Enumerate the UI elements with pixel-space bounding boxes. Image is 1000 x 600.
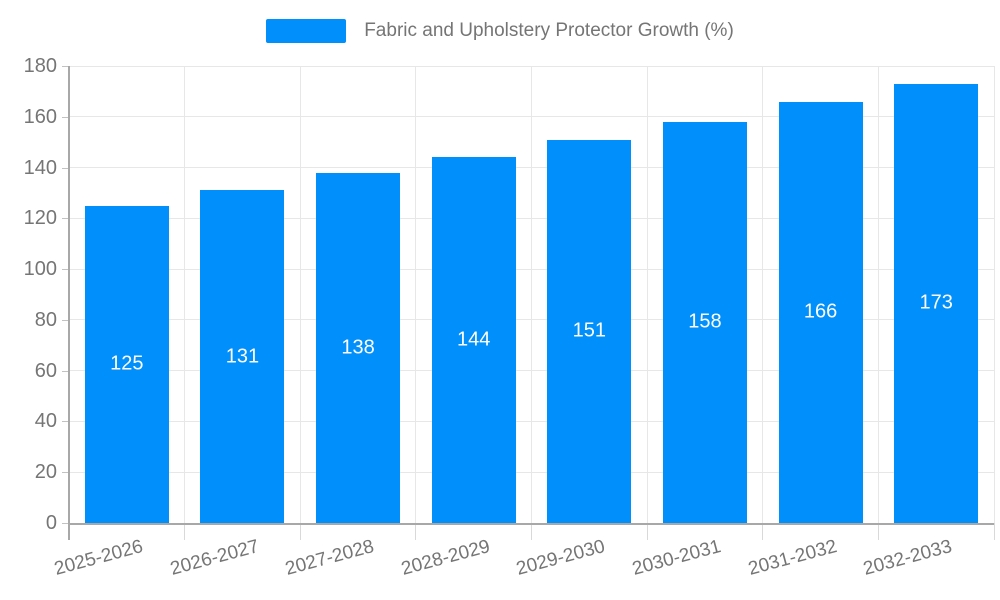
y-axis-line [68,66,70,540]
x-axis-label: 2031-2032 [745,536,839,580]
y-axis-label: 60 [34,359,57,382]
y-axis-tick [62,116,69,118]
bar-value-label: 151 [572,319,606,342]
bar-value-label: 158 [688,310,722,333]
x-axis-label: 2028-2029 [398,536,493,580]
bar-2028-2029[interactable] [431,157,516,523]
bar-value-label: 173 [919,291,953,314]
x-axis-tick [415,523,417,540]
x-axis-tick [877,523,879,540]
x-axis-label: 2026-2027 [167,536,261,580]
x-axis-tick [531,523,532,540]
bar-2025-2026[interactable] [84,205,169,523]
bar-2031-2032[interactable] [778,101,863,523]
y-axis-tick [62,269,69,271]
bar-value-label: 131 [225,345,260,368]
x-axis-tick [184,523,186,540]
x-axis-tick [299,523,301,540]
v-gridline [993,66,995,523]
v-gridline [415,66,417,523]
y-axis-tick [62,370,69,372]
y-axis-label: 100 [23,258,57,281]
bar-value-label: 125 [110,352,144,375]
y-axis-label: 80 [34,308,57,331]
bar-2032-2033[interactable] [894,83,979,523]
y-axis-label: 0 [45,512,57,534]
legend-swatch [266,19,347,43]
bar-2029-2030[interactable] [547,139,632,523]
y-axis-label: 120 [23,207,57,230]
bar-value-label: 144 [457,328,491,351]
v-gridline [184,66,186,523]
y-axis-tick [62,523,69,524]
x-axis-line [69,523,994,525]
bar-2027-2028[interactable] [316,172,401,523]
y-axis-tick [62,472,69,474]
bar-value-label: 138 [341,336,375,359]
y-axis-tick [62,421,69,423]
y-axis-label: 180 [23,55,57,77]
y-axis-tick [62,218,69,220]
plot-area: 125 131 138 144 151 158 166 173 [69,65,995,523]
y-axis-label: 20 [34,461,57,484]
bar-2026-2027[interactable] [200,190,285,523]
x-axis-tick [993,523,995,540]
y-axis-label: 40 [34,410,57,433]
y-axis-label: 160 [23,105,57,128]
legend[interactable]: Fabric and Upholstery Protector Growth (… [0,19,1000,43]
v-gridline [877,66,879,523]
y-axis-tick [62,66,69,67]
y-axis-tick [62,319,69,321]
legend-label: Fabric and Upholstery Protector Growth (… [364,20,734,41]
v-gridline [531,66,532,523]
bar-2030-2031[interactable] [662,121,747,523]
y-axis-tick [62,167,69,169]
x-axis-label: 2030-2031 [630,536,724,580]
v-gridline [762,66,764,523]
x-axis-tick [646,523,648,540]
v-gridline [646,66,648,523]
bar-value-label: 166 [803,300,838,323]
x-axis-label: 2027-2028 [283,536,377,580]
y-axis-label: 140 [23,156,57,179]
x-axis-label: 2032-2033 [861,536,955,580]
x-axis-label: 2025-2026 [52,536,146,580]
x-axis-tick [762,523,764,540]
v-gridline [299,66,301,523]
x-axis-label: 2029-2030 [514,536,608,580]
